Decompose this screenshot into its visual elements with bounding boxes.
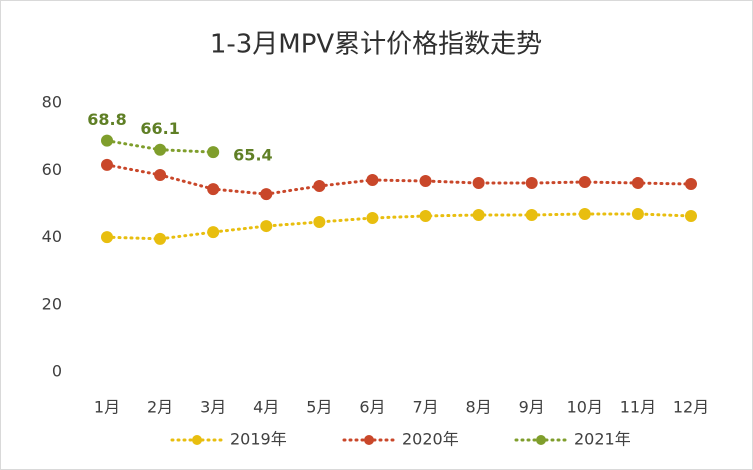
data-point [685,209,697,222]
legend-marker [364,435,374,445]
x-tick-label: 10月 [567,398,603,417]
data-label: 66.1 [140,119,179,138]
data-point [419,209,432,222]
y-tick-label: 20 [42,294,62,313]
legend-marker [192,435,202,445]
y-tick-label: 40 [42,227,62,246]
data-point [472,177,485,190]
data-point [525,177,538,190]
legend-label: 2019年 [230,430,287,449]
x-tick-label: 1月 [94,398,120,417]
data-point [366,174,379,187]
x-tick-label: 3月 [200,398,226,417]
x-tick-label: 5月 [306,398,332,417]
legend-label: 2021年 [574,430,631,449]
y-tick-label: 0 [52,362,62,381]
x-tick-label: 6月 [359,398,385,417]
series-line [105,212,693,241]
data-point [419,175,432,188]
data-point [154,232,167,245]
data-point [260,220,273,233]
x-tick-label: 11月 [620,398,656,417]
data-point [631,177,644,190]
y-tick-label: 80 [42,93,62,112]
data-point [525,208,538,221]
x-tick-label: 9月 [519,398,545,417]
data-point [366,211,379,224]
legend-label: 2020年 [402,430,459,449]
data-point [207,183,220,196]
data-point [101,158,113,171]
data-point [578,207,591,220]
data-point [101,134,113,147]
data-label: 65.4 [233,146,272,165]
y-tick-label: 60 [42,160,62,179]
data-point [154,168,167,181]
data-point [207,226,220,239]
data-point [313,216,326,229]
data-point [313,180,326,193]
x-tick-label: 8月 [466,398,492,417]
chart-title: 1-3月MPV累计价格指数走势 [210,30,542,60]
data-point [154,143,167,156]
data-point [207,146,220,159]
data-point [578,176,591,189]
data-point [260,188,273,201]
data-point [101,231,113,244]
x-tick-label: 7月 [412,398,438,417]
x-tick-label: 12月 [673,398,709,417]
data-point [685,178,697,191]
data-label: 68.8 [87,110,126,129]
data-point [631,207,644,220]
data-point [472,208,485,221]
series-line [105,163,693,196]
legend-marker [536,435,546,445]
x-tick-label: 2月 [147,398,173,417]
x-tick-label: 4月 [253,398,279,417]
